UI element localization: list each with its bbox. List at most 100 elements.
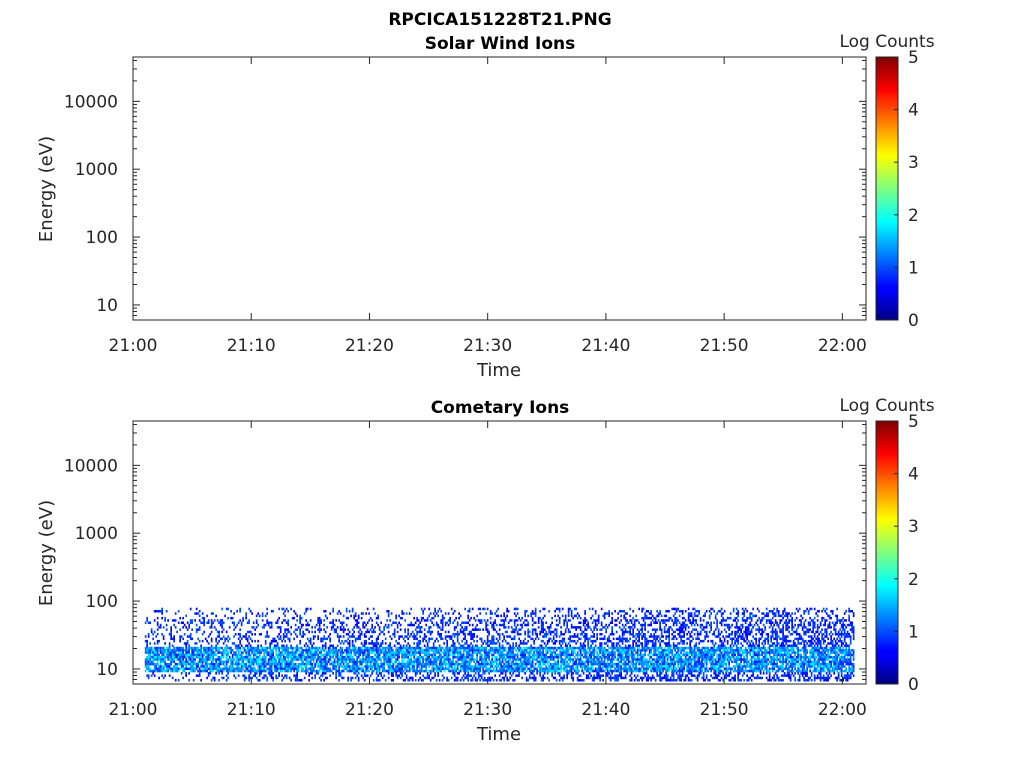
spectrogram-cell [239,608,241,611]
spectrogram-cell [308,624,310,627]
spectrogram-cell [479,638,481,641]
spectrogram-cell [595,670,597,673]
spectrogram-cell [304,649,306,652]
spectrogram-cell [187,651,189,654]
spectrogram-cell [317,672,319,675]
spectrogram-cell [337,656,339,659]
spectrogram-cell [296,619,298,622]
spectrogram-cell [391,624,393,627]
spectrogram-cell [503,665,505,668]
spectrogram-cell [353,651,355,654]
spectrogram-cell [277,645,279,648]
spectrogram-cell [163,635,165,638]
spectrogram-cell [236,654,238,657]
spectrogram-cell [229,649,231,652]
spectrogram-cell [181,654,183,657]
spectrogram-cell [556,640,558,643]
spectrogram-cell [310,668,312,671]
spectrogram-cell [448,619,450,622]
spectrogram-cell [244,656,246,659]
spectrogram-cell [358,677,360,680]
spectrogram-cell [470,665,472,668]
spectrogram-cell [224,640,226,643]
spectrogram-cell [389,663,391,666]
spectrogram-cell [334,649,336,652]
spectrogram-cell [302,656,304,659]
spectrogram-cell [332,672,334,675]
spectrogram-cell [445,654,447,657]
spectrogram-cell [599,670,601,673]
spectrogram-cell [574,668,576,671]
spectrogram-cell [403,638,405,641]
spectrogram-cell [332,624,334,627]
spectrogram-cell [370,663,372,666]
spectrogram-cell [619,654,621,657]
spectrogram-cell [247,631,249,634]
spectrogram-cell [547,640,549,643]
spectrogram-cell [278,649,280,652]
spectrogram-cell [596,668,598,671]
spectrogram-cell [403,647,405,650]
spectrogram-cell [556,656,558,659]
spectrogram-cell [295,674,297,677]
spectrogram-cell [245,633,247,636]
spectrogram-cell [452,663,454,666]
spectrogram-cell [580,674,582,677]
spectrogram-cell [455,626,457,629]
spectrogram-cell [613,638,615,641]
spectrogram-cell [184,663,186,666]
spectrogram-cell [299,654,301,657]
spectrogram-cell [218,656,220,659]
spectrogram-cell [221,638,223,641]
spectrogram-cell [173,640,175,643]
spectrogram-cell [365,635,367,638]
spectrogram-cell [191,638,193,641]
spectrogram-cell [290,661,292,664]
spectrogram-cell [281,647,283,650]
spectrogram-cell [307,668,309,671]
spectrogram-cell [196,656,198,659]
spectrogram-cell [547,649,549,652]
spectrogram-cell [341,670,343,673]
spectrogram-cell [323,628,325,631]
spectrogram-cell [494,612,496,615]
spectrogram-cell [176,656,178,659]
spectrogram-cell [578,626,580,629]
spectrogram-cell [272,656,274,659]
spectrogram-cell [472,665,474,668]
spectrogram-cell [440,658,442,661]
spectrogram-cell [407,670,409,673]
spectrogram-cell [445,661,447,664]
spectrogram-cell [274,640,276,643]
spectrogram-cell [382,665,384,668]
spectrogram-cell [355,649,357,652]
spectrogram-cell [487,608,489,611]
spectrogram-cell [289,654,291,657]
spectrogram-cell [496,642,498,645]
spectrogram-cell [563,658,565,661]
spectrogram-cell [272,672,274,675]
spectrogram-cell [596,656,598,659]
spectrogram-cell [458,663,460,666]
spectrogram-cell [148,647,150,650]
spectrogram-cell [421,619,423,622]
spectrogram-cell [364,647,366,650]
spectrogram-cell [392,679,394,682]
spectrogram-cell [278,638,280,641]
spectrogram-cell [353,649,355,652]
spectrogram-cell [452,649,454,652]
spectrogram-cell [302,649,304,652]
spectrogram-cell [307,622,309,625]
spectrogram-cell [325,661,327,664]
spectrogram-cell [247,640,249,643]
spectrogram-cell [365,661,367,664]
spectrogram-cell [202,633,204,636]
spectrogram-cell [512,645,514,648]
spectrogram-cell [553,658,555,661]
spectrogram-cell [289,661,291,664]
spectrogram-cell [307,661,309,664]
spectrogram-cell [421,656,423,659]
spectrogram-cell [185,656,187,659]
spectrogram-cell [599,661,601,664]
spectrogram-cell [565,631,567,634]
